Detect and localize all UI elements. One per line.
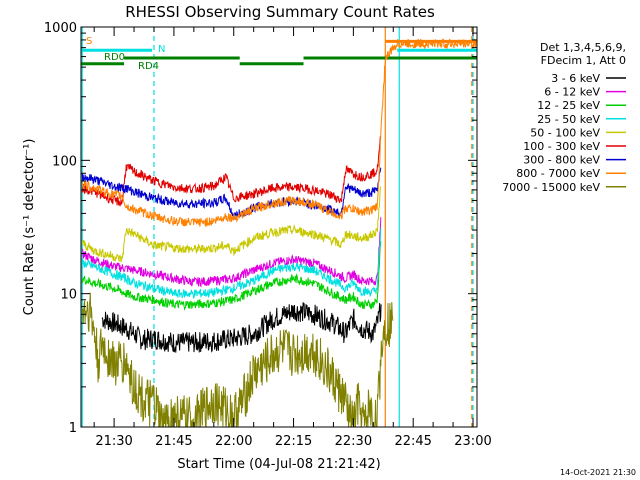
state-bar-label: N [158,44,165,55]
series-line [81,292,394,428]
legend-item-label: 12 - 25 keV [537,99,600,112]
y-axis-label: Count Rate (s⁻¹ detector⁻¹) [22,139,37,316]
y-tick-label: 1 [69,421,77,436]
legend-item-label: 300 - 800 keV [523,154,600,167]
legend-item-label: 3 - 6 keV [551,72,600,85]
state-bar-label: S [86,36,92,47]
legend-item-label: 800 - 7000 keV [516,167,600,180]
y-tick-label: 10 [60,288,77,303]
legend-header-line-2: FDecim 1, Att 0 [541,54,626,67]
plot-area: S N RD0 RD4 [81,27,477,428]
legend-item-label: 50 - 100 keV [530,126,600,139]
legend-item-label: 7000 - 15000 keV [502,181,600,194]
x-axis-ticks: 21:30 21:45 22:00 22:15 22:30 22:45 23:00 [93,27,492,449]
state-bar-label: RD0 [104,52,125,63]
x-tick-label: 22:00 [215,434,252,449]
series-line [81,228,382,300]
y-tick-label: 1000 [44,21,77,36]
chart-title: RHESSI Observing Summary Count Rates [125,3,435,21]
series-line [81,136,382,207]
y-tick-label: 100 [52,154,77,169]
x-tick-label: 21:30 [95,434,132,449]
plot-frame [80,26,478,428]
series-line [82,217,382,288]
series-line [101,302,382,353]
x-axis-label: Start Time (04-Jul-08 21:21:42) [177,457,380,472]
series-line [81,186,382,263]
x-tick-label: 23:00 [454,434,491,449]
x-tick-label: 22:15 [275,434,312,449]
legend-item-label: 100 - 300 keV [523,140,600,153]
y-axis-ticks: 1 10 100 1000 [44,21,477,436]
x-tick-label: 22:30 [335,434,372,449]
legend: Det 1,3,4,5,6,9, FDecim 1, Att 0 3 - 6 k… [502,41,626,194]
x-tick-label: 22:45 [394,434,431,449]
series-line [81,167,382,220]
legend-header-line-1: Det 1,3,4,5,6,9, [540,41,626,54]
legend-item-label: 25 - 50 keV [537,113,600,126]
series-line [81,241,382,312]
series-line [81,38,477,228]
legend-item-label: 6 - 12 keV [544,86,600,99]
footer-date: 14-Oct-2021 21:30 [560,468,636,477]
x-tick-label: 21:45 [155,434,192,449]
state-bar-label: RD4 [138,61,159,72]
